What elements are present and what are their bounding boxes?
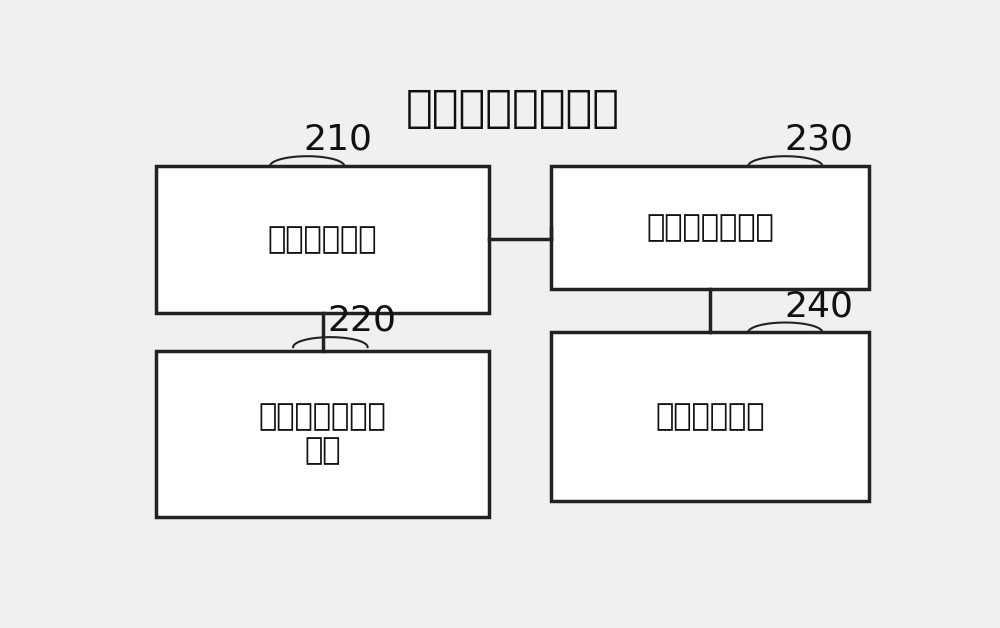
Text: 210: 210 [304,123,373,157]
Text: 获取初始修补面
模块: 获取初始修补面 模块 [259,403,386,465]
Text: 230: 230 [784,123,853,157]
Bar [551,166,869,290]
Bar [156,351,489,517]
Text: 220: 220 [327,304,396,338]
Bar [551,332,869,501]
Text: 获取模型模块: 获取模型模块 [268,225,377,254]
Text: 确定接触点模块: 确定接触点模块 [646,214,774,242]
Bar [156,166,489,313]
Text: 平滑处理模块: 平滑处理模块 [655,402,765,431]
Text: 牙齿侧面修补装置: 牙齿侧面修补装置 [406,87,620,130]
Text: 240: 240 [784,290,853,323]
